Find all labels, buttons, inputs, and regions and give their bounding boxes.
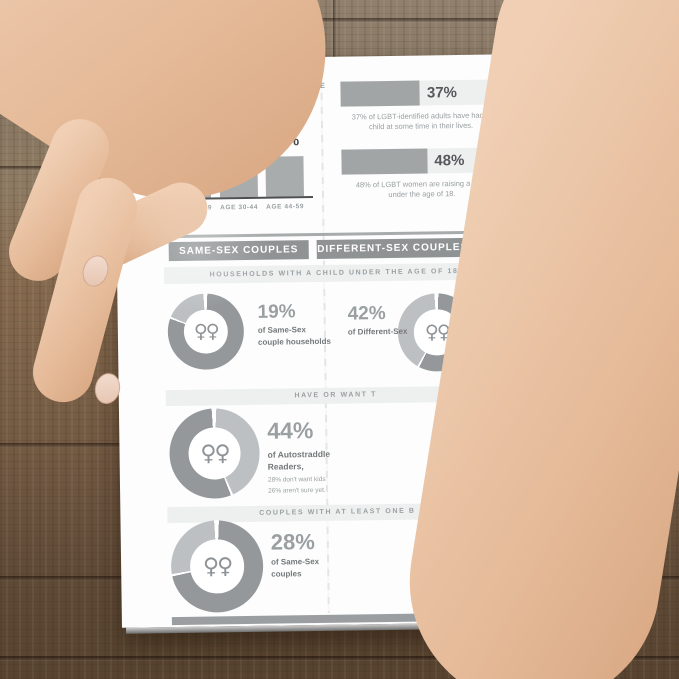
donut-42: ♀♀ xyxy=(397,292,477,372)
bar-value-label: 27% xyxy=(222,101,253,120)
donut-line: of Autostraddle xyxy=(267,448,331,460)
axis-tick-label: AGE 44-59 xyxy=(266,203,305,211)
donut-line: couples xyxy=(271,569,302,579)
donut-line: of Same-Sex xyxy=(271,557,320,567)
bar-age-44-59 xyxy=(265,155,304,197)
wood-plank-seam xyxy=(522,215,679,220)
stat-bar-37: 37% xyxy=(340,79,503,107)
stat-bar-48: 48% xyxy=(341,147,504,175)
banner-stub xyxy=(476,237,501,257)
double-venus-icon: ♀♀ xyxy=(202,553,232,580)
infographic-page: LESBIAN/BISEXUAL WOMEN WHO HAVE CHILDREN… xyxy=(114,54,522,628)
double-venus-icon: ♀♀ xyxy=(424,321,449,344)
double-venus-icon: ♀♀ xyxy=(193,320,218,343)
donut-subline: 26% aren't sure yet. xyxy=(268,486,326,495)
wood-plank-seam xyxy=(540,95,679,100)
divider-rule xyxy=(168,230,501,239)
stat-bar-value: 37% xyxy=(426,84,458,102)
stat-bar-value: 48% xyxy=(434,151,465,170)
donut-pct-label: 19% xyxy=(257,301,296,323)
donut-pct-label: 28% xyxy=(270,529,316,555)
infographic-header: LESBIAN/BISEXUAL WOMEN WHO HAVE CHILDREN… xyxy=(166,69,326,104)
wood-plank-seam xyxy=(0,656,679,661)
donut-hole: ♀♀ xyxy=(183,309,229,354)
header-line: WHO HAVE CHILDREN UNDER THE xyxy=(166,80,327,93)
donut-line: couple households xyxy=(257,336,331,347)
section-strip-have-or-want: HAVE OR WANT T xyxy=(165,385,506,407)
donut-line: of Different-Sex xyxy=(347,326,408,337)
bar-value-label: 15% xyxy=(269,132,300,150)
donut-44: ♀♀ xyxy=(168,407,261,500)
double-venus-icon: ♀♀ xyxy=(200,440,229,467)
stat-bar-fill xyxy=(341,148,428,175)
bar-value-label: 3% xyxy=(181,170,204,188)
page-footer-bar xyxy=(171,612,504,626)
donut-hole: ♀♀ xyxy=(190,539,245,594)
donut-pct-label: 44% xyxy=(267,417,314,444)
wood-plank-joint xyxy=(333,0,337,58)
donut-line: of Same-Sex xyxy=(257,325,306,335)
wood-plank-seam xyxy=(0,18,679,23)
donut-19: ♀♀ xyxy=(167,293,245,371)
stat-bar-fill xyxy=(340,80,421,107)
donut-hole: ♀♀ xyxy=(188,426,242,480)
stat-caption: 48% of LGBT women are raising a child un… xyxy=(336,178,508,200)
donut-subline: 28% don't want kids xyxy=(267,475,326,484)
donut-pct-label: 42% xyxy=(347,303,386,325)
section-strip-households: HOUSEHOLDS WITH A CHILD UNDER THE AGE OF… xyxy=(163,262,505,285)
banner-same-sex: SAME-SEX COUPLES xyxy=(168,240,309,262)
stat-caption: 37% of LGBT-identified adults have had a… xyxy=(335,110,507,132)
donut-line: Readers, xyxy=(267,461,304,472)
bar-age-30-44 xyxy=(218,123,258,198)
donut-hole: ♀♀ xyxy=(413,309,460,356)
banner-different-sex: DIFFERENT-SEX COUPLES xyxy=(316,237,469,260)
donut-28: ♀♀ xyxy=(170,519,264,614)
